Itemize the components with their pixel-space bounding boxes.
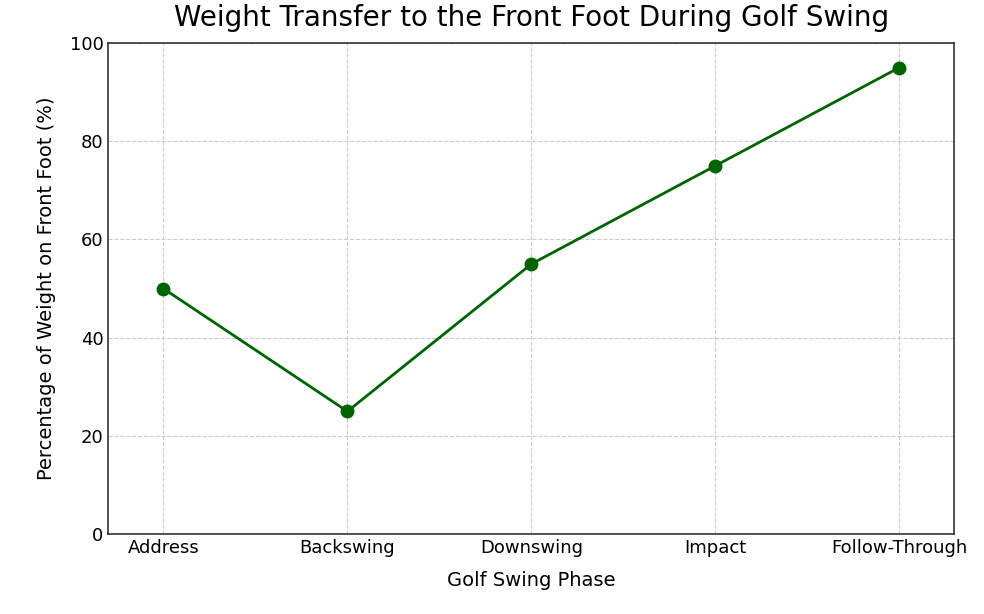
Title: Weight Transfer to the Front Foot During Golf Swing: Weight Transfer to the Front Foot During… [174,4,889,33]
X-axis label: Golf Swing Phase: Golf Swing Phase [447,571,616,590]
Y-axis label: Percentage of Weight on Front Foot (%): Percentage of Weight on Front Foot (%) [36,97,56,480]
